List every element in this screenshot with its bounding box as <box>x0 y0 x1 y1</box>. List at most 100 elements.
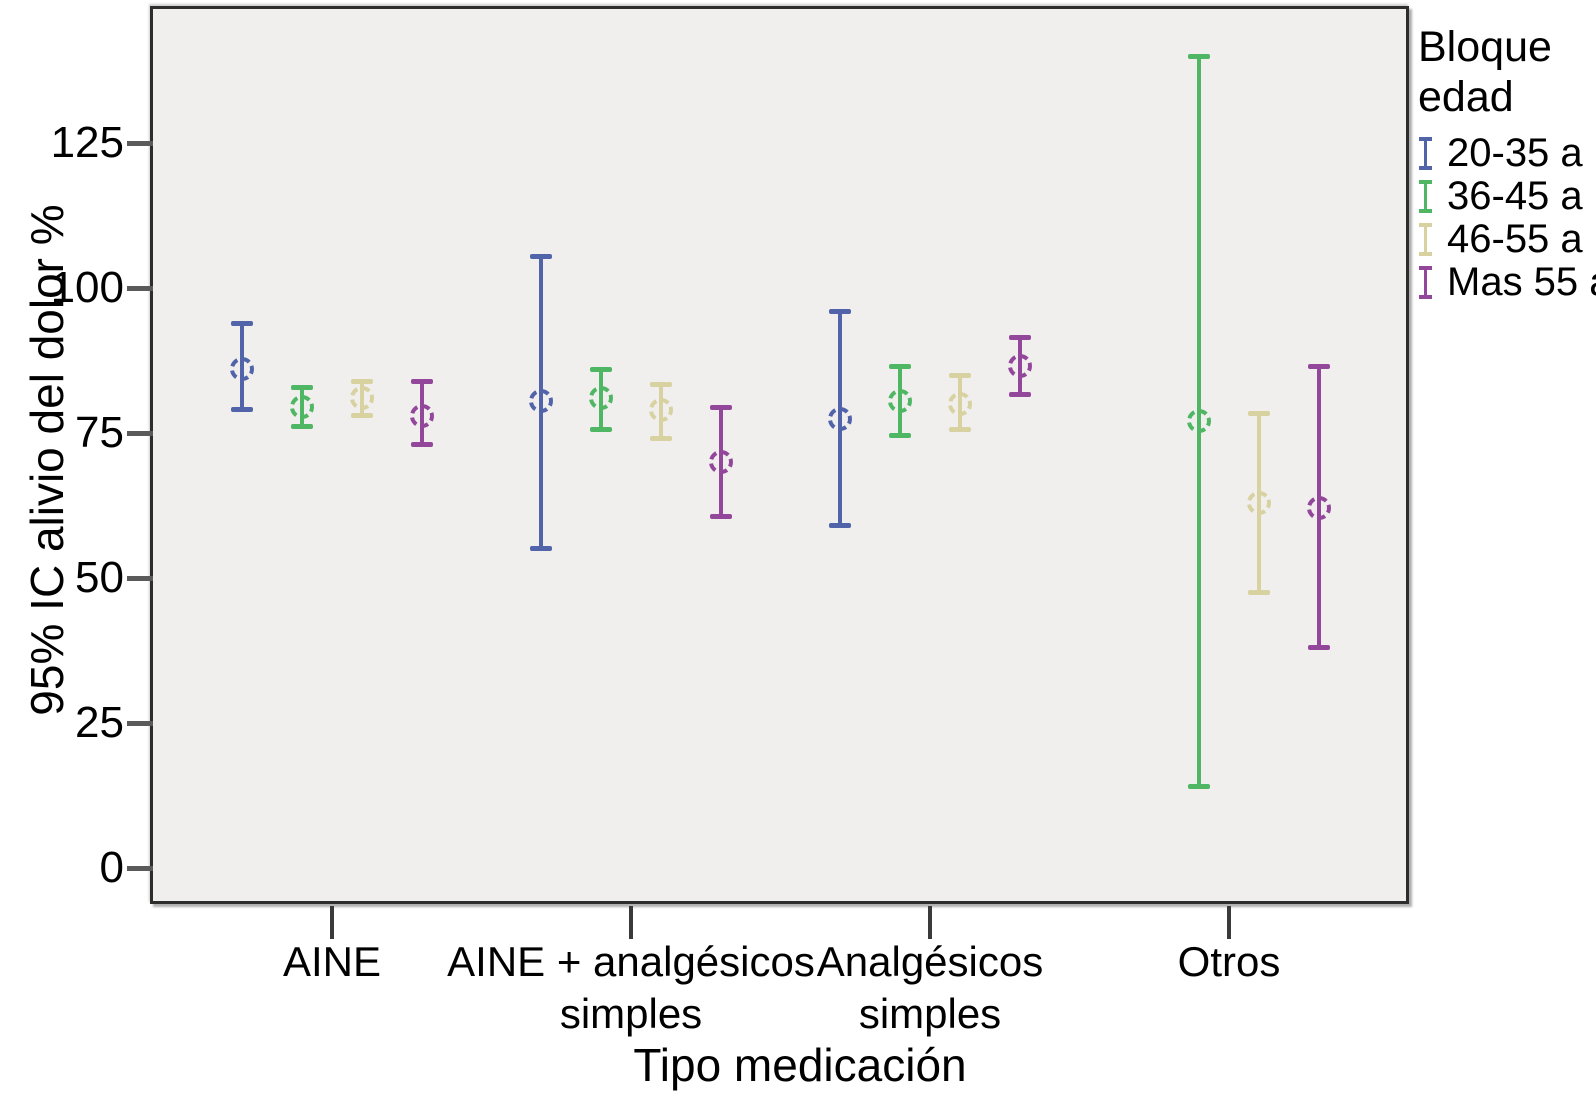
error-bar-icon-part <box>1419 208 1432 213</box>
mean-marker <box>290 394 314 419</box>
legend-item: 36-45 a <box>1418 174 1596 218</box>
error-bar-icon <box>1418 265 1433 299</box>
error-bar-cap-top <box>1188 54 1210 59</box>
category-label: AINE <box>112 936 552 988</box>
x-tick-mark <box>330 906 334 939</box>
error-bar-cap-top <box>1009 335 1031 341</box>
error-bar-icon-part <box>1424 222 1427 256</box>
y-tick-label: 100 <box>50 263 124 312</box>
error-bar-icon-part <box>1419 265 1432 270</box>
legend-item: Mas 55 a <box>1418 260 1596 304</box>
y-tick-mark <box>127 720 153 726</box>
mean-marker <box>1008 354 1032 379</box>
error-bar-cap-bottom <box>650 435 672 441</box>
x-axis-title: Tipo medicación <box>633 1039 967 1091</box>
error-bar-cap-bottom <box>411 441 433 447</box>
error-bar-cap-bottom <box>231 406 253 412</box>
error-bar-cap-top <box>889 364 911 370</box>
y-tick-mark <box>127 865 153 871</box>
legend-title-line-2: edad <box>1418 73 1514 121</box>
category-label: Otros <box>1009 936 1449 988</box>
x-tick-mark <box>1227 906 1231 939</box>
error-bar-cap-bottom <box>1188 783 1210 789</box>
legend-item: 20-35 a <box>1418 131 1596 175</box>
mean-marker <box>709 450 733 474</box>
mean-marker <box>350 386 374 411</box>
category-label-line: simples <box>559 990 703 1037</box>
category-label: Analgésicos simples <box>710 936 1150 1040</box>
error-bar-cap-bottom <box>1248 589 1270 595</box>
mean-marker <box>1187 409 1211 434</box>
error-bar-icon-part <box>1419 251 1432 256</box>
legend-item: 46-55 a <box>1418 217 1596 261</box>
error-bar-cap-top <box>650 381 672 387</box>
error-bar-cap-bottom <box>710 514 732 520</box>
error-bar-cap-bottom <box>889 432 911 438</box>
error-bar-cap-bottom <box>1009 392 1031 398</box>
mean-marker <box>529 389 553 414</box>
legend-title-line-1: Bloque <box>1418 23 1552 71</box>
legend-items: 20-35 a 36-45 a 46-55 a Mas 55 a <box>1418 131 1596 304</box>
mean-marker <box>828 406 852 431</box>
x-tick-mark <box>928 906 932 939</box>
y-tick-label: 125 <box>50 118 124 167</box>
mean-marker <box>888 389 912 414</box>
error-bar-icon-part <box>1419 179 1432 184</box>
error-bar-cap-bottom <box>1308 644 1330 650</box>
error-bar-cap-top <box>1248 410 1270 416</box>
error-bar-icon-part <box>1424 265 1427 299</box>
y-tick-label: 25 <box>75 698 124 747</box>
error-bar-cap-top <box>291 384 313 390</box>
error-bar-cap-bottom <box>590 427 612 433</box>
error-bar-icon-part <box>1424 179 1427 213</box>
y-tick-mark <box>127 285 153 291</box>
plot-area <box>150 6 1409 904</box>
category-label-line: AINE + analgésicos <box>447 938 815 985</box>
legend-item-label: 20-35 a <box>1447 130 1583 175</box>
legend-item-label: 36-45 a <box>1447 173 1583 218</box>
mean-marker <box>230 357 254 382</box>
y-tick-mark <box>127 430 153 436</box>
mean-marker <box>649 397 673 422</box>
category-label-line: AINE <box>282 938 382 985</box>
y-tick-label: 0 <box>99 843 124 892</box>
category-label-line: Otros <box>1177 938 1281 985</box>
y-tick-label: 75 <box>75 408 124 457</box>
error-bar-cap-bottom <box>829 522 851 528</box>
error-bar-icon <box>1418 222 1433 256</box>
error-bar-cap-top <box>949 373 971 378</box>
error-bar-cap-bottom <box>291 424 313 430</box>
error-bar-cap-top <box>590 367 612 373</box>
mean-marker <box>1307 496 1331 521</box>
error-bar-cap-top <box>351 378 373 384</box>
mean-marker <box>589 386 613 411</box>
mean-marker <box>1247 490 1271 515</box>
mean-marker <box>948 392 972 416</box>
mean-marker <box>410 403 434 428</box>
error-bar-icon-part <box>1419 294 1432 299</box>
error-bar-icon-part <box>1419 222 1432 227</box>
x-tick-mark <box>629 906 633 939</box>
y-tick-label: 50 <box>75 553 124 602</box>
error-bar-icon <box>1418 136 1433 170</box>
error-bar-icon-part <box>1424 136 1427 170</box>
error-bar-cap-top <box>829 309 851 315</box>
y-tick-mark <box>127 140 153 146</box>
error-bar-cap-top <box>530 254 552 260</box>
category-label-line: Analgésicos <box>816 938 1044 985</box>
error-bar-cap-bottom <box>351 412 373 418</box>
error-bar-cap-top <box>411 378 433 384</box>
category-label: AINE + analgésicos simples <box>411 936 851 1040</box>
error-bar-cap-top <box>710 404 732 410</box>
legend-item-label: 46-55 a <box>1447 216 1583 261</box>
y-tick-mark <box>127 575 153 581</box>
error-bar-cap-top <box>231 320 253 326</box>
legend: Bloque edad 20-35 a 36-45 a 46-55 a Mas 55 … <box>1418 22 1596 308</box>
error-bar-icon-part <box>1419 165 1432 170</box>
error-bar-cap-bottom <box>530 546 552 551</box>
error-bar-cap-bottom <box>949 427 971 433</box>
error-bar-icon-part <box>1419 136 1432 141</box>
error-bar-icon <box>1418 179 1433 213</box>
legend-title: Bloque edad <box>1418 22 1596 122</box>
